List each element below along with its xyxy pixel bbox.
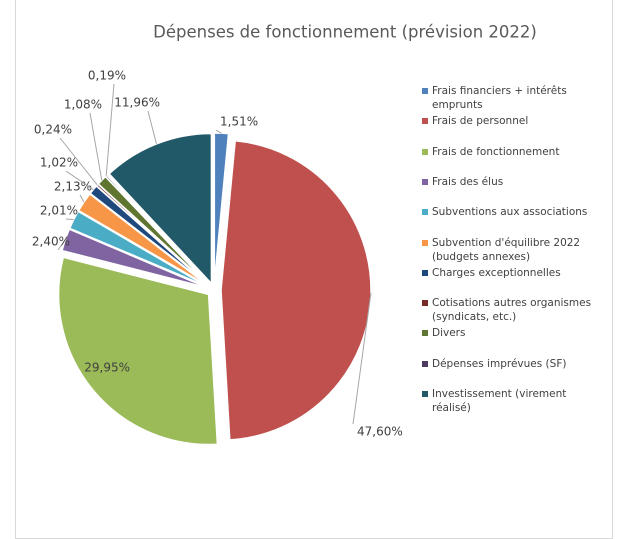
legend-item: Subventions aux associations [422,205,602,219]
data-label: 29,95% [84,361,130,375]
legend-item: Subvention d'équilibre 2022 (budgets ann… [422,236,602,264]
data-label: 2,13% [54,180,92,194]
legend-swatch [422,148,428,155]
pie-slice [61,228,208,289]
legend-label: Investissement (virement réalisé) [432,388,567,414]
data-label: 0,24% [34,123,72,137]
legend-item: Frais des élus [422,175,602,189]
legend-label: Subvention d'équilibre 2022 (budgets ann… [432,236,581,263]
legend-label: Subventions aux associations [432,206,588,219]
legend-item: Frais financiers + intérêts emprunts [422,84,602,112]
data-label: 0,19% [88,69,126,83]
leader-line [57,239,66,251]
leader-line [215,129,222,134]
legend-item: Divers [422,326,602,340]
data-label: 47,60% [357,425,403,439]
leader-line [89,112,103,181]
legend-swatch [422,269,428,276]
leader-line [65,170,94,191]
pie-slice [57,256,219,446]
legend-label: Frais de fonctionnement [432,145,560,158]
legend-label: Dépenses imprévues (SF) [432,357,567,370]
data-label: 1,02% [40,156,78,170]
pie-slice [220,139,372,441]
legend-swatch [422,300,428,307]
data-label: 1,51% [220,115,258,129]
legend-item: Frais de fonctionnement [422,145,602,159]
legend-swatch [422,239,428,246]
legend-swatch [422,88,428,94]
legend-swatch [422,178,428,185]
leader-line [59,137,98,186]
legend-label: Divers [432,327,466,340]
pie-slice [104,174,210,286]
pie-slice [68,210,209,288]
data-label: 2,01% [40,204,78,218]
leader-line [105,83,115,176]
legend-label: Charges exceptionnelles [432,266,561,279]
data-label: 1,08% [64,98,102,112]
legend-swatch [422,330,428,337]
legend-label: Frais de personnel [432,115,529,128]
legend-swatch [422,360,428,367]
legend-item: Dépenses imprévues (SF) [422,357,602,371]
data-label: 2,40% [32,235,70,249]
legend-item: Cotisations autres organismes (syndicats… [422,296,602,324]
chart-title: Dépenses de fonctionnement (prévision 20… [153,23,537,42]
leader-line [79,194,85,203]
leader-line [352,292,372,425]
legend-swatch [422,391,428,397]
leader-line [147,110,157,145]
legend-item: Investissement (virement réalisé) [422,387,602,415]
legend-swatch [422,209,428,216]
leader-line [65,218,74,221]
legend-label: Frais des élus [432,175,504,188]
pie-slice [213,132,230,284]
legend-item: Charges exceptionnelles [422,266,602,280]
legend-label: Frais financiers + intérêts emprunts [432,85,567,111]
data-label: 11,96% [114,96,160,110]
legend-label: Cotisations autres organismes (syndicats… [432,297,592,324]
legend-item: Frais de personnel [422,114,602,128]
legend-swatch [422,118,428,125]
